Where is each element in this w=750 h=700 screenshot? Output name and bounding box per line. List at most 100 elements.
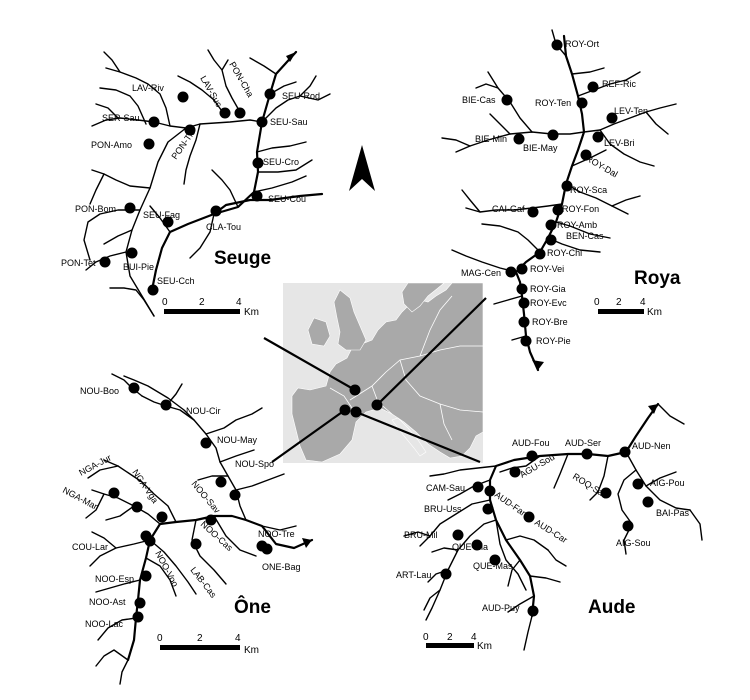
site-label: PON-Bom xyxy=(75,204,116,214)
site-label: NOO-Cas xyxy=(199,519,235,553)
sampling-site-marker xyxy=(160,399,172,411)
tributary xyxy=(645,111,669,135)
tributary xyxy=(599,129,655,167)
tributary xyxy=(403,531,431,537)
tributary xyxy=(611,195,641,207)
site-label: SEU-Rod xyxy=(282,91,320,101)
site-label: PON-Amo xyxy=(91,140,132,150)
sampling-site-marker xyxy=(452,529,464,541)
sampling-site-marker xyxy=(520,335,532,347)
tributary xyxy=(249,57,277,75)
site-label: NGA-Vga xyxy=(130,468,160,506)
tributary xyxy=(105,505,135,521)
sampling-site-marker xyxy=(148,116,160,128)
tributary xyxy=(183,123,201,185)
sampling-site-marker xyxy=(527,605,539,617)
tributary xyxy=(95,103,119,119)
sampling-site-marker xyxy=(619,446,631,458)
tributary xyxy=(89,173,105,205)
scale-label: 2 xyxy=(447,632,453,643)
sampling-site-marker xyxy=(547,129,559,141)
tributary xyxy=(83,209,141,261)
tributary xyxy=(625,451,691,511)
sampling-site-marker xyxy=(140,570,152,582)
site-label: AIG-Sou xyxy=(616,538,651,548)
site-label: BUI-Pie xyxy=(123,262,154,272)
site-label: BRU-Uss xyxy=(424,504,462,514)
sampling-site-marker xyxy=(108,487,120,499)
sampling-site-marker xyxy=(622,520,634,532)
tributary xyxy=(103,51,121,73)
tributary xyxy=(85,493,105,519)
tributary xyxy=(256,141,307,153)
sampling-site-marker xyxy=(219,107,231,119)
sampling-site-marker xyxy=(147,284,159,296)
basin-title-one: Ône xyxy=(234,596,271,618)
scale-label: 4 xyxy=(471,632,477,643)
connector-seuge xyxy=(263,337,356,391)
site-label: SEU-Cro xyxy=(263,157,299,167)
scale-label: 0 xyxy=(157,633,163,644)
sampling-site-marker xyxy=(526,450,538,462)
sampling-site-marker xyxy=(587,81,599,93)
tributary xyxy=(689,509,703,541)
roya-labels: ROY-Ort REF-Ric BIE-Cas ROY-Ten LEV-Ten … xyxy=(461,39,648,346)
sampling-site-marker xyxy=(124,202,136,214)
tributary xyxy=(205,407,263,435)
sampling-site-marker xyxy=(200,437,212,449)
site-label: ROY-Sca xyxy=(570,185,607,195)
sampling-site-marker xyxy=(509,466,521,478)
sampling-site-marker xyxy=(489,554,501,566)
north-arrow-icon xyxy=(349,145,375,191)
sampling-site-marker xyxy=(576,97,588,109)
scale-bar xyxy=(164,309,240,314)
sampling-site-marker xyxy=(527,206,539,218)
tributary xyxy=(299,93,331,101)
sampling-site-marker xyxy=(516,263,528,275)
tributary xyxy=(109,287,155,317)
sampling-site-marker xyxy=(518,316,530,328)
roya-sites xyxy=(501,39,618,347)
sampling-site-marker xyxy=(128,382,140,394)
tributary xyxy=(119,659,129,685)
site-label: NOO-Lac xyxy=(85,619,124,629)
site-label: NGA-Mar xyxy=(61,485,99,512)
tributary xyxy=(553,453,569,489)
sampling-site-marker xyxy=(552,204,564,216)
scale-label: 0 xyxy=(162,297,168,308)
scale-label: Km xyxy=(477,641,492,652)
site-label: ROY-Evc xyxy=(530,298,567,308)
inset-great-britain xyxy=(333,289,367,351)
site-label: AUD-Far xyxy=(493,489,528,518)
sampling-site-marker xyxy=(581,448,593,460)
tributary xyxy=(523,615,533,651)
tributary xyxy=(481,223,541,253)
sampling-site-marker xyxy=(215,476,227,488)
site-label: BAI-Pas xyxy=(656,508,690,518)
sampling-site-marker xyxy=(592,131,604,143)
scale-label: 4 xyxy=(640,297,646,308)
sampling-site-marker xyxy=(482,503,494,515)
sampling-site-marker xyxy=(545,219,557,231)
tributary xyxy=(507,559,521,587)
tributary xyxy=(91,531,117,549)
site-label: ROY-Fon xyxy=(562,204,599,214)
tributary xyxy=(207,49,223,71)
basin-title-aude: Aude xyxy=(588,597,636,618)
tributary xyxy=(555,221,611,239)
sampling-site-marker xyxy=(251,190,263,202)
sampling-site-marker xyxy=(632,478,644,490)
site-label: SEU-Fag xyxy=(143,210,180,220)
tributary xyxy=(461,189,481,213)
connector-one xyxy=(271,409,346,463)
tributary xyxy=(219,449,255,463)
site-label: LEV-Bri xyxy=(604,138,635,148)
sampling-site-marker xyxy=(600,487,612,499)
tributary xyxy=(95,579,141,593)
site-label: SER-Sau xyxy=(102,113,140,123)
scale-label: Km xyxy=(244,645,259,656)
sampling-site-marker xyxy=(440,568,452,580)
roya-scale-bar: 0 2 4 Km xyxy=(594,297,662,318)
sampling-site-marker xyxy=(190,538,202,550)
